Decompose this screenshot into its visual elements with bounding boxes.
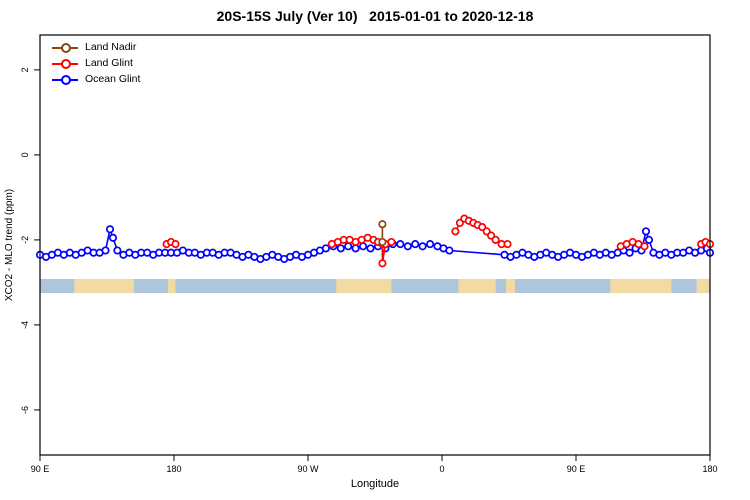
strip-land-patch xyxy=(168,279,176,294)
data-point xyxy=(366,244,375,253)
data-point xyxy=(625,248,634,257)
series-land-glint xyxy=(162,214,715,268)
data-point xyxy=(113,246,122,255)
y-tick-label: -4 xyxy=(20,321,30,329)
plot-border xyxy=(39,34,711,456)
strip-land-patch xyxy=(610,279,672,294)
data-point xyxy=(378,220,387,229)
x-axis-title: Longitude xyxy=(351,478,399,490)
data-point xyxy=(491,235,500,244)
x-tick-label: 90 E xyxy=(567,464,586,474)
data-point xyxy=(418,242,427,251)
data-point xyxy=(105,225,115,234)
legend: Land Nadir Land Glint Ocean Glint xyxy=(52,40,140,87)
data-point xyxy=(108,233,118,242)
y-tick-label: -6 xyxy=(20,406,30,414)
legend-item: Ocean Glint xyxy=(52,72,140,87)
x-tick-label: 180 xyxy=(166,464,181,474)
legend-label: Land Nadir xyxy=(85,41,137,53)
strip-land-patch xyxy=(458,279,496,294)
legend-marker-icon xyxy=(52,42,78,53)
data-point xyxy=(396,240,405,249)
data-point xyxy=(387,237,396,247)
data-point xyxy=(403,242,412,251)
data-point xyxy=(378,259,387,268)
data-point xyxy=(101,246,110,255)
data-point xyxy=(359,242,368,251)
x-tick-label: 90 E xyxy=(31,464,50,474)
data-point xyxy=(321,244,330,253)
y-axis-title: XCO2 - MLO trend (ppm) xyxy=(4,189,15,301)
data-point xyxy=(171,240,180,249)
y-tick-label: 2 xyxy=(20,67,30,72)
series-ocean-glint xyxy=(35,225,715,264)
axis-layer: 90 E 180 90 W 0 90 E 180 2 0 -2 -4 -6 xyxy=(20,67,718,474)
data-point xyxy=(503,240,512,249)
legend-item: Land Nadir xyxy=(52,40,140,55)
legend-marker-icon xyxy=(52,74,78,85)
legend-item: Land Glint xyxy=(52,56,140,71)
legend-marker-icon xyxy=(52,58,78,69)
data-point xyxy=(451,227,460,236)
strip-land-patch xyxy=(74,279,134,294)
data-point xyxy=(644,235,654,244)
data-point xyxy=(378,237,387,247)
chart-title: 20S-15S July (Ver 10) 2015-01-01 to 2020… xyxy=(216,8,534,24)
data-point xyxy=(426,240,435,249)
strip-land-patch xyxy=(336,279,392,294)
data-point xyxy=(445,246,454,255)
data-point xyxy=(641,227,651,236)
data-series-layer xyxy=(35,214,715,268)
data-point xyxy=(344,242,353,251)
legend-label: Ocean Glint xyxy=(85,73,141,85)
latitude-map-strip xyxy=(40,279,710,294)
legend-label: Land Glint xyxy=(85,57,133,69)
strip-land-patch xyxy=(696,279,710,294)
y-tick-label: 0 xyxy=(20,152,30,157)
series-land-nadir xyxy=(378,220,387,247)
data-point xyxy=(411,240,420,249)
x-tick-label: 90 W xyxy=(297,464,319,474)
x-tick-label: 0 xyxy=(439,464,444,474)
y-tick-label: -2 xyxy=(20,236,30,244)
data-point xyxy=(336,244,345,253)
data-point xyxy=(640,242,649,251)
data-point xyxy=(351,244,360,253)
strip-land-patch xyxy=(506,279,515,294)
x-tick-label: 180 xyxy=(702,464,717,474)
